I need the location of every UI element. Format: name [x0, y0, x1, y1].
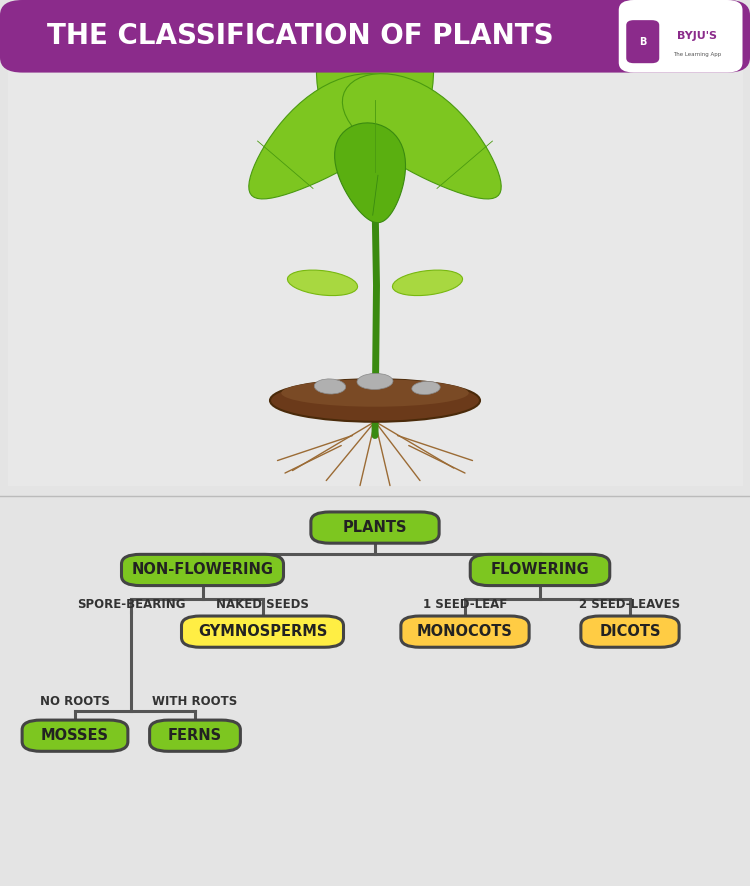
Ellipse shape [357, 373, 393, 390]
Polygon shape [342, 74, 501, 199]
FancyBboxPatch shape [8, 70, 742, 486]
Text: B: B [639, 36, 646, 47]
FancyBboxPatch shape [580, 616, 680, 648]
FancyBboxPatch shape [619, 0, 742, 73]
Text: MONOCOTS: MONOCOTS [417, 624, 513, 639]
Text: DICOTS: DICOTS [599, 624, 661, 639]
Ellipse shape [392, 270, 463, 296]
Text: SPORE-BEARING: SPORE-BEARING [77, 598, 185, 611]
Text: GYMNOSPERMS: GYMNOSPERMS [198, 624, 327, 639]
Polygon shape [316, 5, 434, 185]
FancyBboxPatch shape [182, 616, 344, 648]
Text: MOSSES: MOSSES [41, 728, 109, 743]
Ellipse shape [270, 379, 480, 422]
Ellipse shape [281, 379, 469, 407]
Text: FERNS: FERNS [168, 728, 222, 743]
Text: WITH ROOTS: WITH ROOTS [152, 695, 238, 708]
Text: PLANTS: PLANTS [343, 520, 407, 535]
Text: BYJU'S: BYJU'S [677, 31, 718, 42]
Text: THE CLASSIFICATION OF PLANTS: THE CLASSIFICATION OF PLANTS [46, 22, 554, 51]
Text: 2 SEED-LEAVES: 2 SEED-LEAVES [580, 598, 680, 611]
Polygon shape [249, 74, 408, 199]
FancyBboxPatch shape [626, 20, 659, 63]
Text: NO ROOTS: NO ROOTS [40, 695, 110, 708]
Polygon shape [334, 123, 406, 222]
FancyBboxPatch shape [122, 555, 284, 586]
Text: 1 SEED-LEAF: 1 SEED-LEAF [423, 598, 507, 611]
FancyBboxPatch shape [22, 720, 128, 751]
Text: FLOWERING: FLOWERING [490, 563, 590, 578]
FancyBboxPatch shape [0, 0, 750, 73]
FancyBboxPatch shape [149, 720, 240, 751]
FancyBboxPatch shape [470, 555, 610, 586]
FancyBboxPatch shape [310, 512, 439, 543]
Ellipse shape [287, 270, 358, 296]
Text: The Learning App: The Learning App [674, 52, 722, 57]
Ellipse shape [412, 381, 440, 394]
FancyBboxPatch shape [400, 616, 530, 648]
Text: NAKED SEEDS: NAKED SEEDS [216, 598, 309, 611]
Text: NON-FLOWERING: NON-FLOWERING [131, 563, 274, 578]
Ellipse shape [314, 379, 346, 394]
